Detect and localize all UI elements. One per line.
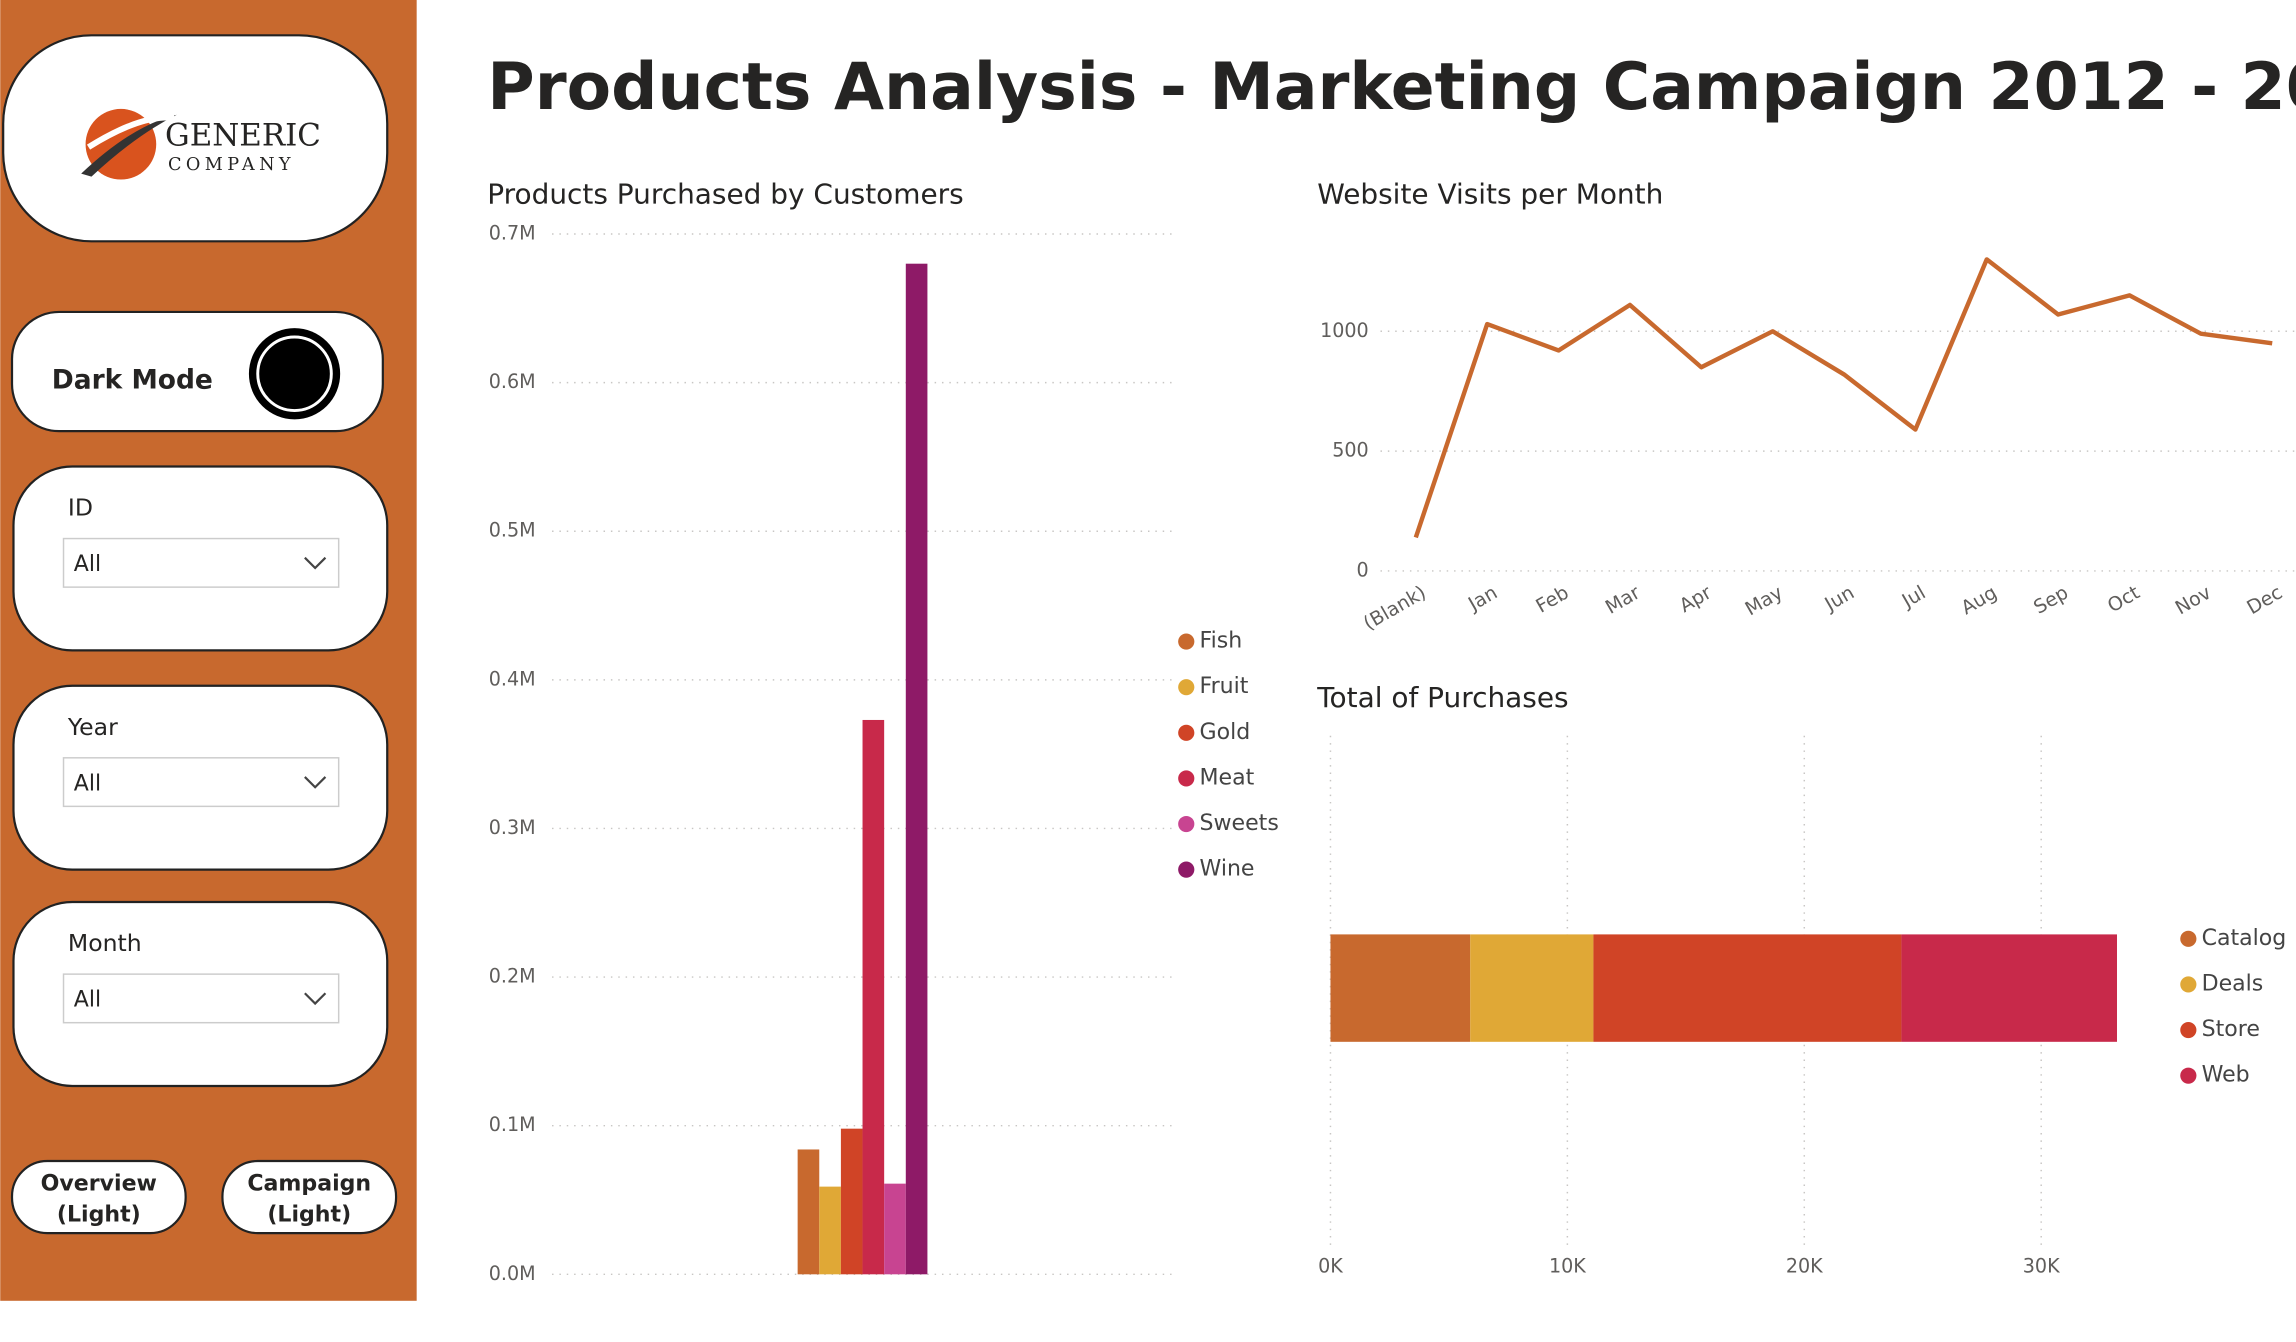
y-tick-label: 0.4M xyxy=(489,667,536,690)
bar xyxy=(884,1183,906,1275)
legend-marker xyxy=(2180,1067,2197,1084)
dropdown-arrow xyxy=(304,556,327,570)
bar-segment xyxy=(1470,934,1594,1042)
x-tick-label: Aug xyxy=(1957,581,2001,620)
legend-label: Gold xyxy=(1200,720,1251,745)
x-tick-label: (Blank) xyxy=(1359,581,1430,635)
y-tick-label: 0.0M xyxy=(489,1262,536,1285)
logo-text: GENERIC xyxy=(165,117,321,153)
x-tick-label: Jun xyxy=(1820,581,1858,616)
dropdown-value: All xyxy=(74,771,101,796)
nav-button[interactable] xyxy=(221,1159,398,1235)
bar-segment xyxy=(1901,934,2118,1042)
legend-label: Fish xyxy=(1200,629,1243,654)
bar xyxy=(862,719,885,1275)
y-tick-label: 0.3M xyxy=(489,816,536,839)
y-tick-label: 0.2M xyxy=(489,965,536,988)
x-tick-label: Jul xyxy=(1897,581,1929,613)
x-tick-label: Feb xyxy=(1532,581,1573,618)
legend-marker xyxy=(1178,633,1195,650)
filter-label: Month xyxy=(68,929,142,957)
chart-title: Website Visits per Month xyxy=(1317,178,1663,211)
x-tick-label: Mar xyxy=(1601,581,1644,619)
x-tick-label: Oct xyxy=(2103,580,2144,617)
dropdown[interactable] xyxy=(62,973,340,1024)
dropdown-value: All xyxy=(74,988,101,1013)
x-tick-label: Sep xyxy=(2029,581,2072,619)
dropdown[interactable] xyxy=(62,757,340,808)
y-tick-label: 0.1M xyxy=(489,1113,536,1136)
x-tick-label: 20K xyxy=(1786,1254,1823,1277)
legend-label: Meat xyxy=(1200,765,1255,790)
legend-marker xyxy=(1178,679,1195,696)
legend-label: Web xyxy=(2202,1063,2250,1088)
legend-marker xyxy=(1178,815,1195,833)
nav-button-label: (Light) xyxy=(267,1202,351,1227)
legend-marker xyxy=(2180,930,2197,947)
y-tick-label: 0.6M xyxy=(489,370,536,393)
y-tick-label: 0.5M xyxy=(489,519,536,542)
legend-label: Fruit xyxy=(1200,674,1249,699)
legend-label: Wine xyxy=(1200,857,1255,882)
legend-label: Store xyxy=(2202,1017,2260,1042)
legend-label: Catalog xyxy=(2202,926,2287,951)
dropdown[interactable] xyxy=(62,537,340,588)
y-tick-label: 1000 xyxy=(1320,319,1369,342)
bar-segment xyxy=(1330,934,1471,1042)
dropdown-value: All xyxy=(74,552,101,577)
legend-marker xyxy=(1178,861,1195,878)
bar xyxy=(905,263,928,1275)
y-tick-label: 500 xyxy=(1332,439,1368,462)
nav-button-label: Campaign xyxy=(247,1172,371,1197)
bar xyxy=(819,1186,841,1275)
line xyxy=(1413,257,2273,539)
legend-label: Deals xyxy=(2202,971,2264,996)
dropdown-arrow xyxy=(304,776,327,789)
x-tick-label: Dec xyxy=(2243,581,2287,619)
page-title: Products Analysis - Marketing Campaign 2… xyxy=(487,50,2296,125)
x-tick-label: Jan xyxy=(1463,581,1501,616)
filter-label: ID xyxy=(68,494,93,522)
legend-marker xyxy=(2180,976,2197,993)
y-tick-label: 0 xyxy=(1357,558,1369,581)
filter-label: Year xyxy=(67,713,118,741)
x-tick-label: 10K xyxy=(1549,1254,1586,1277)
x-tick-label: May xyxy=(1741,581,1787,621)
logo-text: COMPANY xyxy=(168,155,295,175)
nav-button[interactable] xyxy=(10,1159,187,1235)
legend-marker xyxy=(1178,770,1195,787)
nav-button-label: Overview xyxy=(41,1172,157,1197)
bar xyxy=(797,1149,820,1275)
x-tick-label: Nov xyxy=(2171,581,2215,620)
logo-card xyxy=(2,34,389,243)
moon-icon[interactable] xyxy=(248,328,341,420)
legend-marker xyxy=(1178,724,1195,741)
nav-button-label: (Light) xyxy=(57,1202,141,1227)
legend-label: Sweets xyxy=(1200,811,1279,836)
logo-icon xyxy=(81,108,177,180)
x-tick-label: Apr xyxy=(1675,581,1715,618)
toggle-label: Dark Mode xyxy=(52,365,213,396)
bar xyxy=(840,1128,863,1275)
x-tick-label: 0K xyxy=(1318,1254,1343,1277)
legend-marker xyxy=(2180,1021,2197,1039)
dropdown-arrow xyxy=(304,992,327,1006)
y-tick-label: 0.7M xyxy=(489,221,536,244)
chart-title: Total of Purchases xyxy=(1316,681,1568,714)
x-tick-label: 30K xyxy=(2023,1254,2060,1277)
bar-segment xyxy=(1593,934,1902,1042)
chart-title: Products Purchased by Customers xyxy=(487,178,963,211)
